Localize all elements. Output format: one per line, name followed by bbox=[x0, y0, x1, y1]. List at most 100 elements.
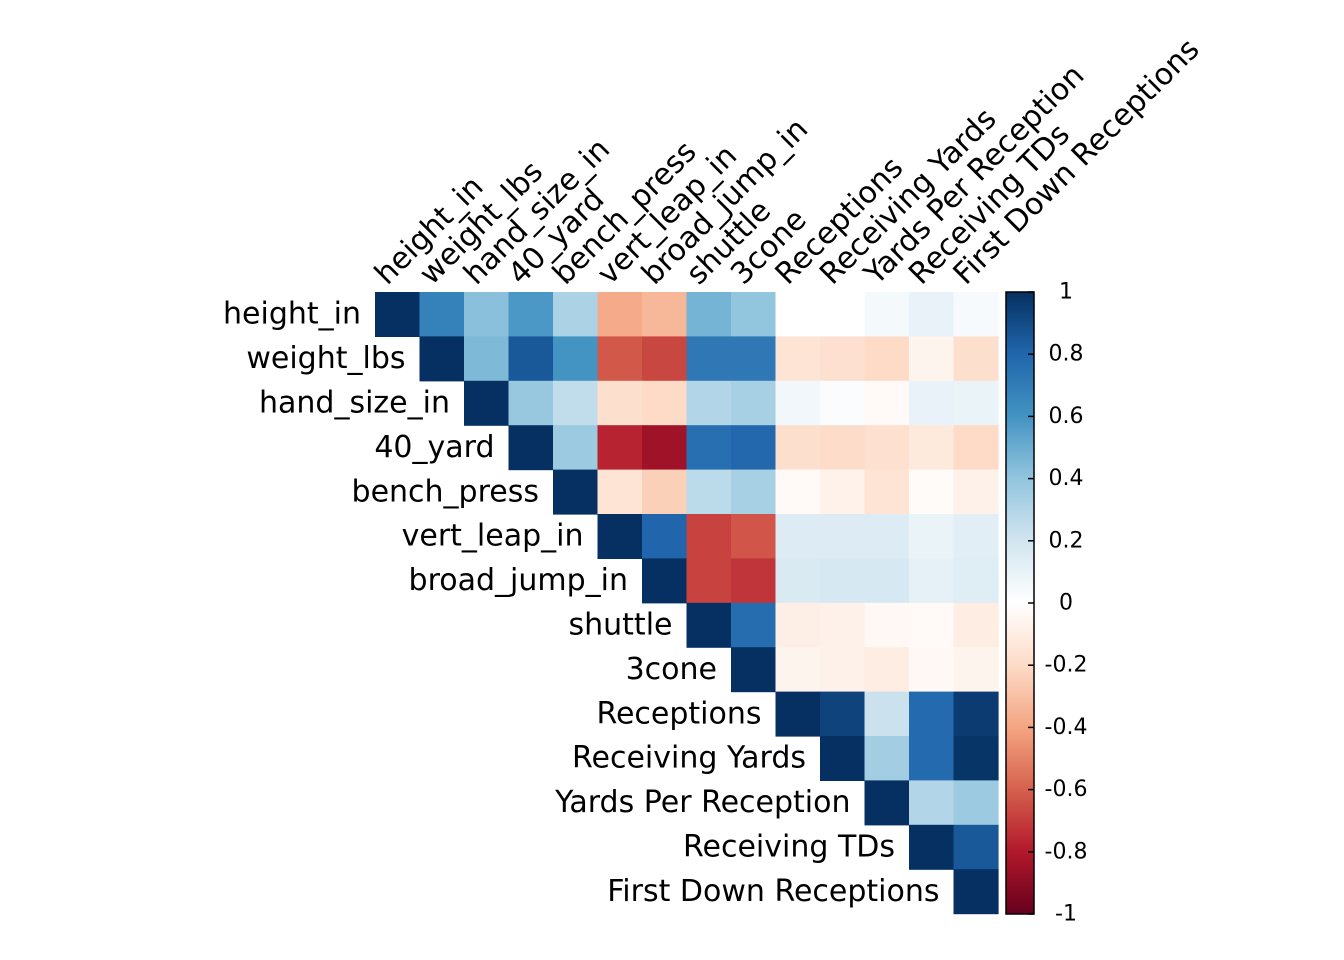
heatmap-cell bbox=[775, 647, 821, 693]
heatmap-cell bbox=[597, 336, 643, 382]
heatmap-cell bbox=[909, 469, 955, 515]
heatmap-cell bbox=[731, 425, 777, 471]
heatmap-cell bbox=[909, 336, 955, 382]
heatmap-cell bbox=[508, 292, 554, 337]
heatmap-cell bbox=[864, 780, 910, 826]
heatmap-cell bbox=[864, 558, 910, 604]
heatmap-cell bbox=[508, 380, 554, 426]
heatmap-cell bbox=[953, 647, 999, 693]
heatmap-cell bbox=[553, 425, 599, 471]
heatmap-cell bbox=[864, 514, 910, 559]
row-label: weight_lbs bbox=[246, 341, 405, 376]
heatmap-cell bbox=[909, 380, 955, 426]
heatmap-cell bbox=[686, 558, 732, 604]
heatmap-cell bbox=[775, 514, 821, 559]
heatmap-cell bbox=[953, 425, 999, 471]
heatmap-cell bbox=[953, 336, 999, 382]
heatmap-cell bbox=[953, 824, 999, 870]
heatmap-cell bbox=[953, 380, 999, 426]
heatmap-cell bbox=[820, 514, 866, 559]
heatmap-cell bbox=[775, 691, 821, 737]
heatmap-cell bbox=[775, 292, 821, 337]
row-label: 3cone bbox=[626, 652, 717, 687]
heatmap-cell bbox=[597, 469, 643, 515]
heatmap-cell bbox=[820, 558, 866, 604]
heatmap-cell bbox=[731, 292, 777, 337]
heatmap-cell bbox=[909, 736, 955, 781]
heatmap-cell bbox=[642, 425, 688, 471]
row-label: hand_size_in bbox=[259, 386, 450, 421]
colorbar-tick-label: 0.8 bbox=[1049, 342, 1084, 367]
heatmap-cell bbox=[419, 292, 465, 337]
heatmap-cell bbox=[909, 602, 955, 648]
heatmap-cell bbox=[464, 336, 510, 382]
row-label: vert_leap_in bbox=[402, 519, 584, 554]
heatmap-cell bbox=[864, 647, 910, 693]
heatmap-cell bbox=[731, 647, 777, 693]
colorbar-tick-label: 0.4 bbox=[1049, 466, 1084, 491]
colorbar-tick-label: 0.2 bbox=[1049, 528, 1084, 553]
colorbar: 1 0.8 0.6 0.4 0.2 0 -0.2 -0.4 -0.6 -0.8 -1 bbox=[1005, 280, 1088, 927]
heatmap-cell bbox=[953, 869, 999, 915]
heatmap-cell bbox=[864, 469, 910, 515]
heatmap-cell bbox=[909, 824, 955, 870]
heatmap-cell bbox=[864, 336, 910, 382]
heatmap-cell bbox=[553, 292, 599, 337]
heatmap-cell bbox=[864, 736, 910, 781]
heatmap-cell bbox=[464, 292, 510, 337]
column-labels: height_inweight_lbshand_size_in40_yardbe… bbox=[368, 32, 1206, 292]
heatmap-cell bbox=[775, 425, 821, 471]
heatmap-cell bbox=[642, 558, 688, 604]
heatmap-cell bbox=[597, 425, 643, 471]
heatmap-cell bbox=[464, 380, 510, 426]
row-label: bench_press bbox=[352, 474, 539, 509]
heatmap-cell bbox=[864, 602, 910, 648]
heatmap-cell bbox=[820, 736, 866, 781]
heatmap-cell bbox=[686, 425, 732, 471]
heatmap-cell bbox=[775, 602, 821, 648]
row-label: Receiving TDs bbox=[683, 830, 895, 865]
heatmap-cell bbox=[731, 558, 777, 604]
heatmap-cell bbox=[864, 425, 910, 471]
heatmap-cell bbox=[820, 602, 866, 648]
heatmap-cell bbox=[731, 514, 777, 559]
heatmap-cell bbox=[953, 780, 999, 826]
heatmap-cells bbox=[375, 292, 999, 915]
heatmap-cell bbox=[686, 292, 732, 337]
heatmap-cell bbox=[909, 558, 955, 604]
row-label: Receiving Yards bbox=[572, 741, 806, 776]
heatmap-cell bbox=[909, 425, 955, 471]
row-label: height_in bbox=[223, 297, 361, 332]
heatmap-cell bbox=[820, 336, 866, 382]
heatmap-cell bbox=[864, 292, 910, 337]
heatmap-cell bbox=[553, 336, 599, 382]
heatmap-cell bbox=[820, 691, 866, 737]
heatmap-cell bbox=[597, 514, 643, 559]
heatmap-cell bbox=[953, 514, 999, 559]
colorbar-tick-label: 0 bbox=[1059, 591, 1073, 616]
heatmap-cell bbox=[909, 647, 955, 693]
heatmap-cell bbox=[731, 602, 777, 648]
heatmap-cell bbox=[953, 469, 999, 515]
row-label: First Down Receptions bbox=[607, 874, 939, 909]
heatmap-cell bbox=[820, 647, 866, 693]
heatmap-cell bbox=[419, 336, 465, 382]
heatmap-cell bbox=[686, 336, 732, 382]
heatmap-cell bbox=[909, 292, 955, 337]
heatmap-cell bbox=[731, 336, 777, 382]
colorbar-tick-label: -0.8 bbox=[1045, 839, 1088, 864]
heatmap-cell bbox=[864, 380, 910, 426]
heatmap-cell bbox=[775, 469, 821, 515]
heatmap-cell bbox=[642, 292, 688, 337]
colorbar-tick-label: -0.2 bbox=[1045, 653, 1088, 678]
heatmap-cell bbox=[375, 292, 421, 337]
heatmap-cell bbox=[909, 514, 955, 559]
row-label: Yards Per Reception bbox=[554, 785, 850, 820]
heatmap-cell bbox=[775, 336, 821, 382]
heatmap-cell bbox=[597, 380, 643, 426]
colorbar-tick-label: -1 bbox=[1055, 902, 1077, 927]
heatmap-cell bbox=[909, 780, 955, 826]
heatmap-cell bbox=[686, 380, 732, 426]
